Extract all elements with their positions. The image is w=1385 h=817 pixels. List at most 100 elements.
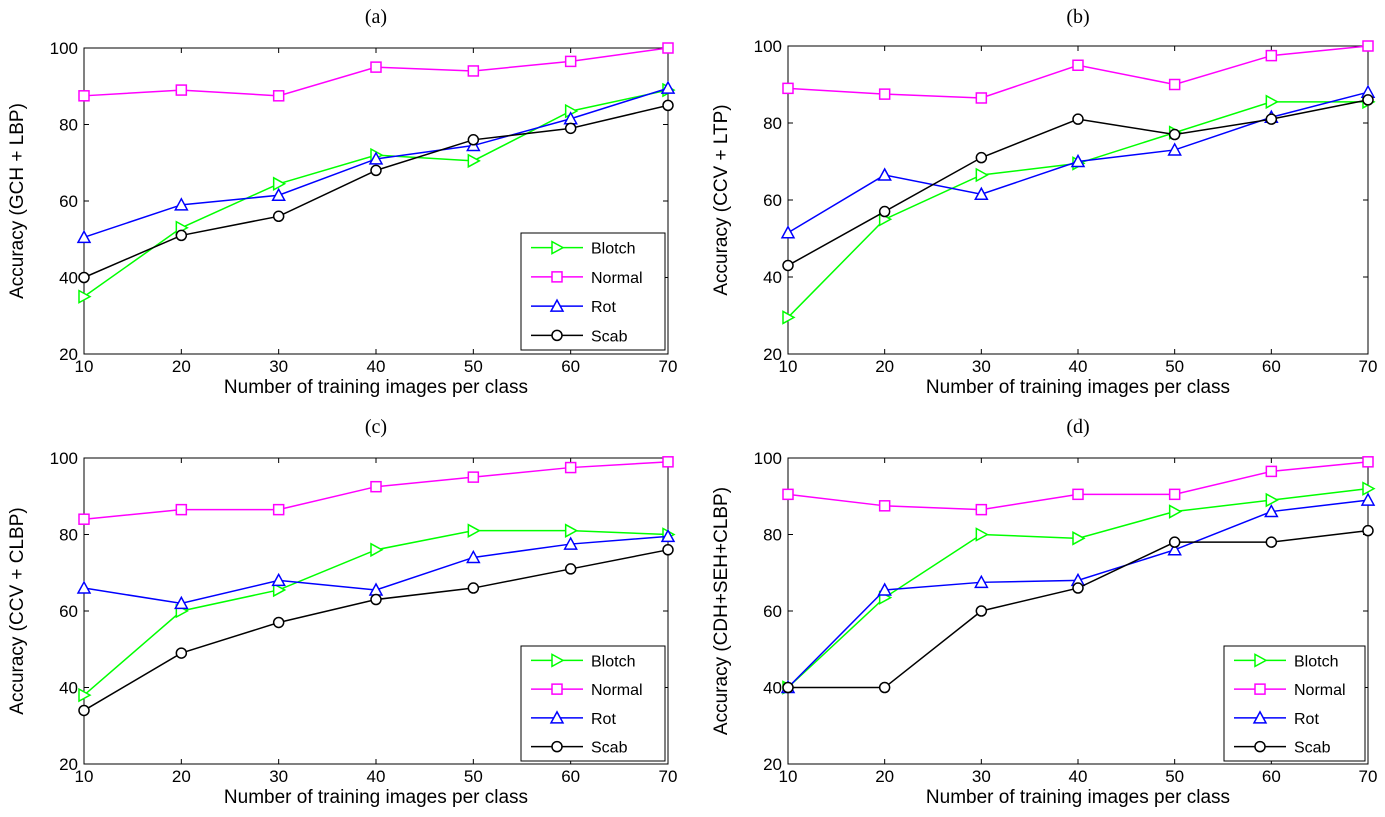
- legend-label: Blotch: [591, 653, 635, 670]
- data-point: [76, 229, 92, 244]
- data-point: [563, 536, 578, 550]
- series-scab: [782, 524, 1374, 694]
- x-tick-label: 70: [659, 357, 678, 376]
- x-tick-label: 70: [1359, 357, 1378, 376]
- data-point: [564, 55, 577, 68]
- data-point: [175, 647, 188, 659]
- x-tick-label: 70: [659, 767, 678, 786]
- y-tick-label: 80: [763, 114, 782, 133]
- legend-label: Normal: [591, 682, 643, 699]
- data-point: [877, 167, 892, 181]
- plot-area-frame: [787, 45, 1369, 355]
- legend-label: Blotch: [591, 241, 635, 258]
- data-point: [370, 61, 382, 73]
- data-point: [878, 681, 891, 694]
- data-point: [782, 259, 794, 272]
- data-point: [272, 616, 285, 629]
- y-tick-label: 100: [754, 449, 782, 468]
- y-tick-label: 60: [763, 191, 782, 210]
- x-tick-label: 10: [75, 357, 94, 376]
- data-point: [1072, 59, 1084, 71]
- legend-marker: [551, 740, 563, 753]
- data-point: [975, 92, 988, 104]
- legend-marker: [549, 710, 565, 724]
- legend-frame: [1223, 645, 1366, 762]
- data-point: [1168, 536, 1181, 548]
- data-point: [975, 503, 988, 516]
- data-point: [368, 151, 384, 165]
- data-point: [878, 88, 891, 100]
- y-tick-label: 80: [763, 526, 782, 545]
- x-axis-label: Number of training images per class: [926, 377, 1230, 398]
- legend-marker: [551, 653, 565, 668]
- data-point: [780, 225, 796, 239]
- data-point: [467, 65, 480, 77]
- y-tick-label: 100: [754, 37, 782, 56]
- data-point: [1072, 488, 1084, 501]
- data-point: [467, 153, 481, 169]
- x-tick-label: 40: [367, 767, 386, 786]
- legend-label: Rot: [591, 711, 616, 728]
- x-tick-label: 10: [779, 357, 798, 376]
- y-tick-label: 60: [763, 602, 782, 621]
- data-point: [564, 122, 577, 135]
- x-axis-label: Number of training images per class: [224, 787, 528, 808]
- series-line: [787, 461, 1369, 511]
- series-rot: [76, 528, 676, 610]
- x-tick-label: 50: [1165, 767, 1184, 786]
- data-point: [782, 310, 796, 325]
- legend-marker: [551, 240, 565, 255]
- data-point: [78, 704, 90, 717]
- data-point: [782, 82, 794, 95]
- chart-title: (c): [365, 416, 387, 438]
- legend-label: Scab: [591, 740, 628, 757]
- data-point: [175, 503, 188, 516]
- data-point: [662, 42, 674, 54]
- data-point: [1265, 465, 1278, 478]
- legend-label: Rot: [591, 299, 616, 316]
- series-scab: [78, 99, 674, 284]
- data-point: [467, 523, 481, 538]
- data-point: [272, 210, 285, 223]
- data-point: [1168, 488, 1181, 501]
- y-tick-label: 40: [59, 269, 78, 288]
- x-tick-label: 40: [367, 357, 386, 376]
- data-point: [662, 544, 674, 556]
- series-normal: [78, 456, 674, 525]
- series-rot: [76, 80, 676, 244]
- data-point: [78, 90, 90, 102]
- chart-title: (a): [365, 6, 387, 28]
- data-point: [975, 605, 988, 617]
- series-normal: [78, 42, 674, 102]
- data-point: [1168, 504, 1183, 519]
- data-point: [662, 99, 674, 112]
- data-point: [878, 205, 891, 218]
- x-tick-label: 20: [875, 357, 894, 376]
- legend-label: Normal: [1294, 682, 1346, 699]
- data-point: [1362, 524, 1374, 537]
- y-tick-label: 60: [59, 602, 78, 621]
- legend: Blotch Normal Rot Scab: [520, 645, 666, 762]
- legend-label: Scab: [591, 328, 628, 345]
- series-blotch: [782, 94, 1376, 325]
- data-point: [1265, 113, 1278, 125]
- data-point: [1167, 542, 1182, 556]
- y-tick-label: 20: [763, 345, 782, 364]
- data-point: [467, 134, 480, 146]
- data-point: [975, 151, 988, 164]
- x-tick-label: 30: [972, 767, 991, 786]
- data-point: [272, 503, 285, 516]
- y-tick-label: 40: [59, 679, 78, 698]
- data-point: [467, 582, 480, 594]
- x-tick-label: 40: [1069, 767, 1088, 786]
- data-point: [370, 542, 384, 558]
- data-point: [466, 549, 481, 564]
- series-normal: [782, 456, 1374, 516]
- y-tick-label: 40: [763, 268, 782, 287]
- legend-frame: [520, 232, 666, 351]
- data-point: [877, 582, 892, 596]
- x-tick-label: 20: [875, 767, 894, 786]
